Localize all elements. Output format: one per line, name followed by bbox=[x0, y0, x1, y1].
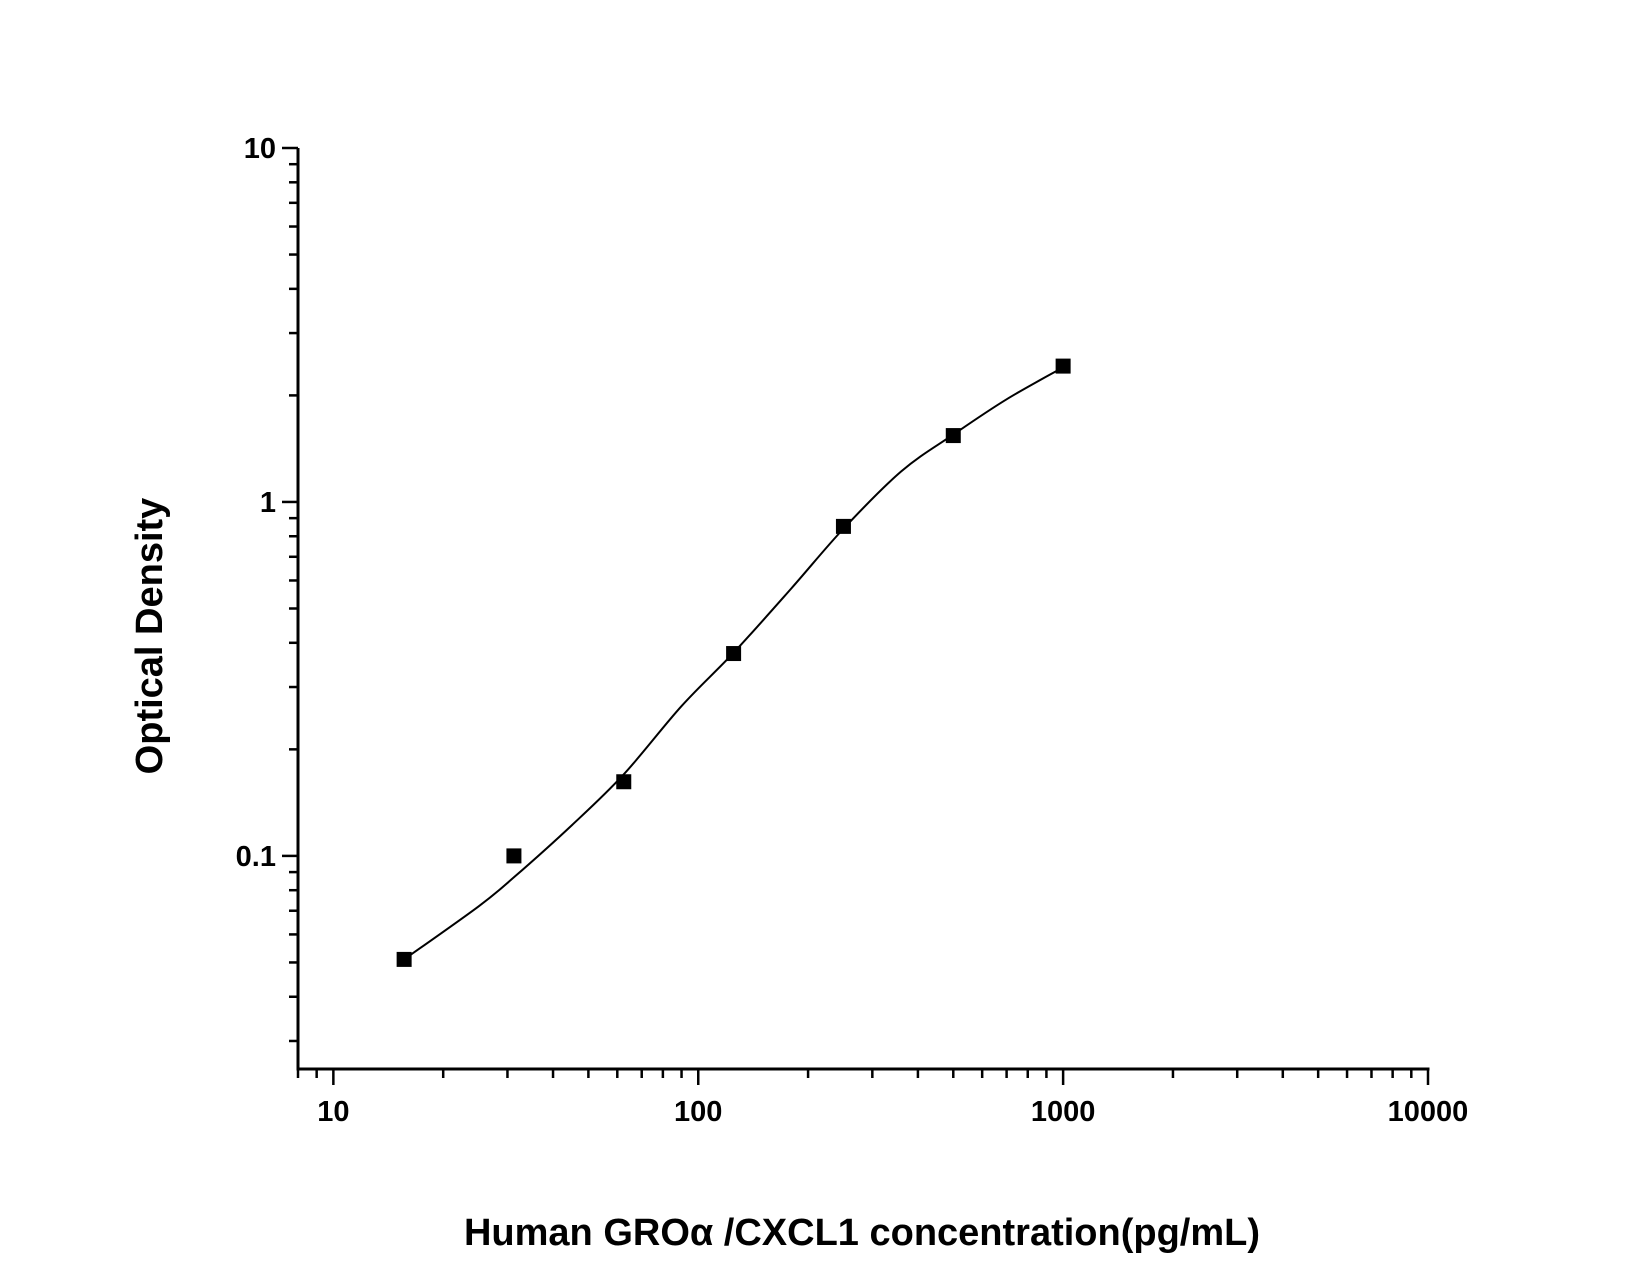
x-axis-label: Human GROα /CXCL1 concentration(pg/mL) bbox=[464, 1212, 1260, 1254]
tick-labels: 10 100 1000 10000 0.1 1 10 bbox=[236, 133, 1469, 1128]
data-points bbox=[396, 358, 1071, 967]
data-point bbox=[506, 848, 522, 864]
fit-curve bbox=[403, 366, 1064, 961]
x-tick-label: 100 bbox=[674, 1096, 722, 1128]
data-point bbox=[1055, 358, 1071, 374]
tick-marks bbox=[282, 146, 1430, 1085]
x-tick-label: 10 bbox=[317, 1096, 349, 1128]
data-point bbox=[945, 428, 961, 444]
y-tick-label: 0.1 bbox=[236, 841, 276, 873]
y-axis-label: Optical Density bbox=[129, 498, 171, 775]
data-point bbox=[835, 518, 851, 534]
data-point bbox=[616, 774, 632, 790]
y-tick-label: 10 bbox=[244, 133, 276, 165]
axes bbox=[296, 148, 1430, 1071]
data-point bbox=[726, 646, 742, 662]
x-tick-label: 10000 bbox=[1388, 1096, 1469, 1128]
x-tick-label: 1000 bbox=[1031, 1096, 1096, 1128]
y-tick-label: 1 bbox=[260, 487, 276, 519]
data-point bbox=[396, 951, 412, 967]
